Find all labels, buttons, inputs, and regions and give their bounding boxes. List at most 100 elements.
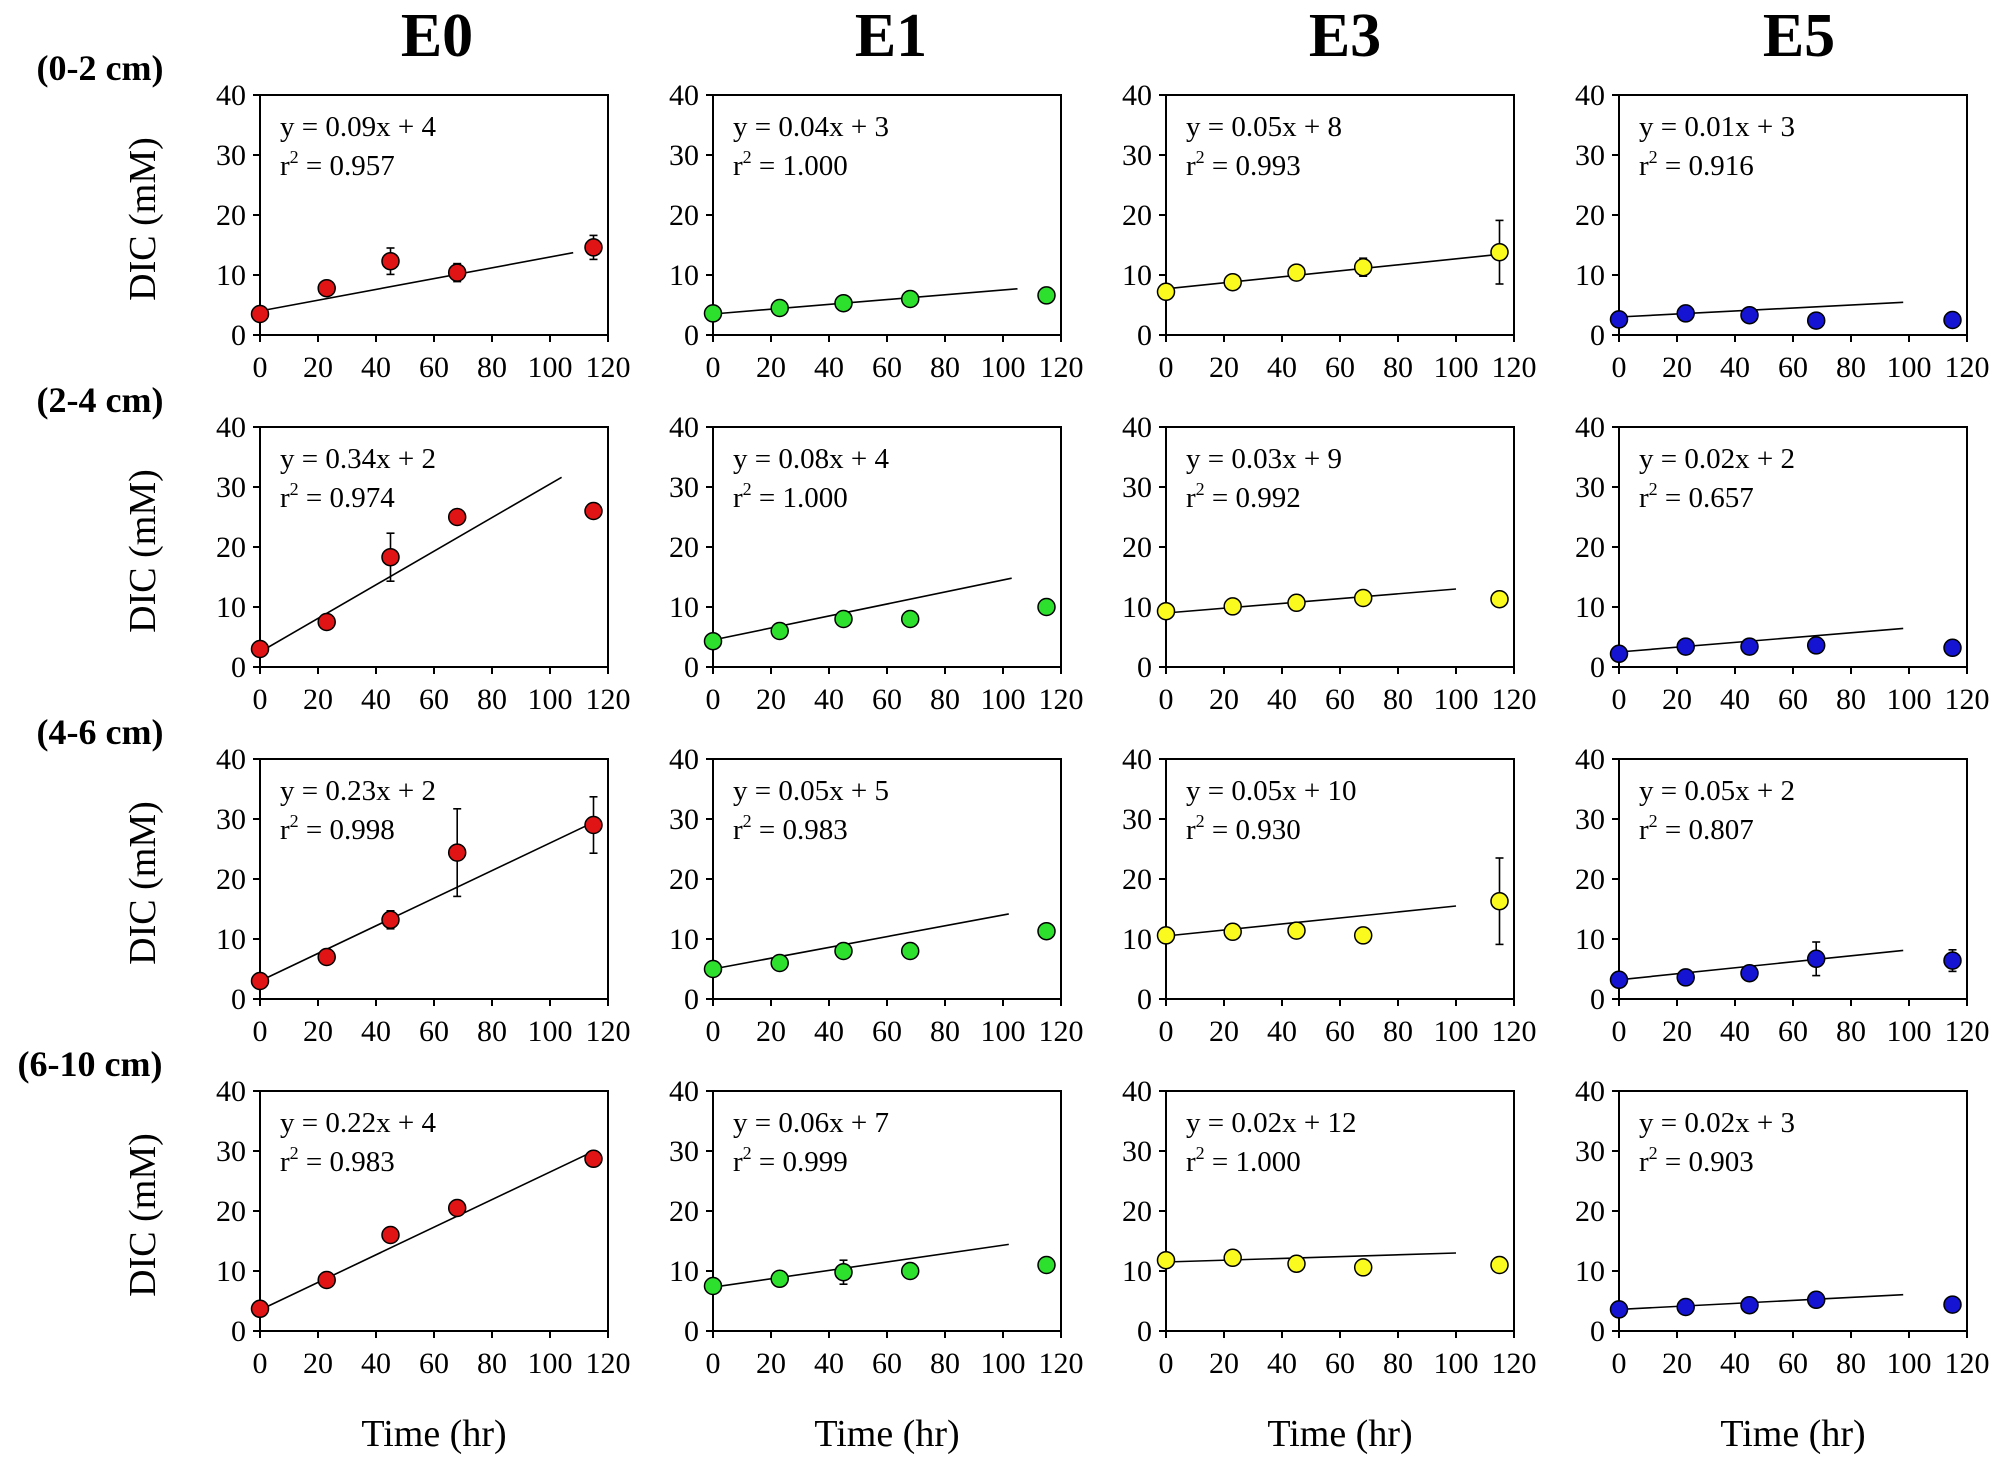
data-point: [381, 1225, 400, 1245]
y-tick-label: 20: [669, 1195, 699, 1228]
regression-equation: y = 0.05x + 8: [1186, 111, 1342, 143]
x-tick-label: 120: [1945, 351, 1990, 384]
y-tick-label: 30: [1122, 139, 1152, 172]
r-squared-label: r2 = 1.000: [1186, 1143, 1301, 1178]
x-tick-label: 20: [756, 1347, 786, 1380]
panel-e3-4-6cm: 0 10 20 30 40 0 20 40 60 80 100 120 y = 0.05x + 10 r2…: [1122, 743, 1537, 1048]
x-axis-label: Time (hr): [814, 1413, 959, 1455]
y-tick-label: 40: [1575, 79, 1605, 112]
data-point: [1223, 922, 1242, 942]
data-point: [1943, 310, 1962, 330]
r-squared-label: r2 = 0.999: [733, 1143, 848, 1178]
row-label-4-6cm: (4-6 cm): [37, 712, 164, 752]
x-axis-label: Time (hr): [361, 1413, 506, 1455]
x-tick-label: 80: [477, 1347, 507, 1380]
x-tick-label: 20: [1209, 351, 1239, 384]
r-squared-label: r2 = 0.903: [1639, 1143, 1754, 1178]
x-tick-label: 0: [1612, 683, 1627, 716]
x-tick-label: 0: [253, 1015, 268, 1048]
x-tick-label: 60: [1325, 351, 1355, 384]
data-point: [1490, 891, 1509, 911]
y-tick-label: 20: [1575, 199, 1605, 232]
x-tick-label: 120: [1492, 351, 1537, 384]
data-point: [834, 609, 853, 629]
data-point: [1609, 644, 1629, 664]
y-tick-label: 0: [684, 1315, 699, 1348]
x-tick-label: 0: [253, 1347, 268, 1380]
data-point: [1353, 257, 1373, 277]
y-tick-label: 10: [216, 923, 246, 956]
regression-line: [712, 913, 1009, 970]
x-tick-label: 100: [981, 351, 1026, 384]
y-tick-label: 30: [1575, 803, 1605, 836]
data-point: [703, 304, 723, 323]
data-point: [1676, 968, 1695, 987]
data-point: [1609, 310, 1629, 329]
x-tick-label: 120: [586, 683, 631, 716]
x-tick-label: 100: [528, 351, 573, 384]
x-tick-label: 60: [1778, 683, 1808, 716]
regression-line: [712, 577, 1012, 641]
x-tick-label: 100: [981, 1015, 1026, 1048]
x-tick-label: 40: [1267, 351, 1297, 384]
y-tick-label: 10: [216, 259, 246, 292]
data-point: [584, 1149, 603, 1169]
regression-line: [259, 251, 574, 312]
y-tick-label: 40: [1122, 1075, 1152, 1108]
x-tick-label: 80: [1836, 683, 1866, 716]
y-tick-label: 30: [1575, 471, 1605, 504]
y-tick-label: 0: [1137, 1315, 1152, 1348]
y-tick-label: 0: [231, 319, 246, 352]
data-point: [447, 263, 467, 282]
x-tick-label: 120: [586, 351, 631, 384]
x-tick-label: 20: [303, 1347, 333, 1380]
y-tick-label: 30: [216, 139, 246, 172]
row-label-2-4cm: (2-4 cm): [37, 380, 164, 420]
data-point: [1740, 1295, 1759, 1315]
y-tick-label: 0: [1137, 319, 1152, 352]
x-tick-label: 60: [1325, 1015, 1355, 1048]
y-tick-label: 30: [669, 471, 699, 504]
y-tick-label: 30: [1122, 471, 1152, 504]
x-tick-label: 100: [1434, 1015, 1479, 1048]
x-tick-label: 120: [1492, 1347, 1537, 1380]
data-point: [770, 298, 789, 318]
y-tick-label: 40: [669, 1075, 699, 1108]
data-point: [1609, 1300, 1629, 1319]
y-tick-label: 20: [216, 863, 246, 896]
x-tick-label: 20: [1209, 683, 1239, 716]
x-tick-label: 40: [814, 1347, 844, 1380]
panel-e5-0-2cm: 0 10 20 30 40 0 20 40 60 80 100 120 y = 0.01x + 3 r2 …: [1575, 79, 1990, 384]
x-tick-label: 0: [706, 1015, 721, 1048]
data-point: [1806, 1290, 1826, 1310]
y-tick-label: 40: [216, 79, 246, 112]
data-point: [1740, 305, 1759, 325]
y-axis-label: DIC (mM): [122, 137, 164, 301]
x-tick-label: 80: [1836, 351, 1866, 384]
regression-line: [1165, 905, 1457, 937]
x-tick-label: 100: [1887, 1347, 1932, 1380]
x-tick-label: 80: [930, 683, 960, 716]
y-tick-label: 20: [1575, 531, 1605, 564]
y-axis-label: DIC (mM): [122, 1133, 164, 1297]
y-tick-label: 0: [1590, 1315, 1605, 1348]
data-point: [1943, 638, 1962, 658]
panel-e0-6-10cm: 0 10 20 30 40 0 20 40 60 80 100 120 DIC (mM) Time (hr…: [122, 1075, 631, 1455]
x-tick-label: 60: [872, 351, 902, 384]
panel-e5-2-4cm: 0 10 20 30 40 0 20 40 60 80 100 120 y = 0.02x + 2 r2 …: [1575, 411, 1990, 716]
data-point: [250, 971, 270, 991]
x-tick-label: 0: [253, 683, 268, 716]
regression-line: [1618, 1293, 1904, 1311]
data-point: [834, 1262, 853, 1282]
data-point: [1943, 1295, 1962, 1314]
x-tick-label: 100: [1887, 1015, 1932, 1048]
data-point: [447, 1198, 467, 1218]
x-tick-label: 0: [1612, 351, 1627, 384]
x-tick-label: 20: [756, 683, 786, 716]
data-point: [1287, 263, 1306, 282]
x-tick-label: 100: [528, 1015, 573, 1048]
x-tick-label: 0: [1159, 1015, 1174, 1048]
x-tick-label: 0: [1612, 1347, 1627, 1380]
x-tick-label: 120: [1492, 1015, 1537, 1048]
x-tick-label: 80: [477, 351, 507, 384]
